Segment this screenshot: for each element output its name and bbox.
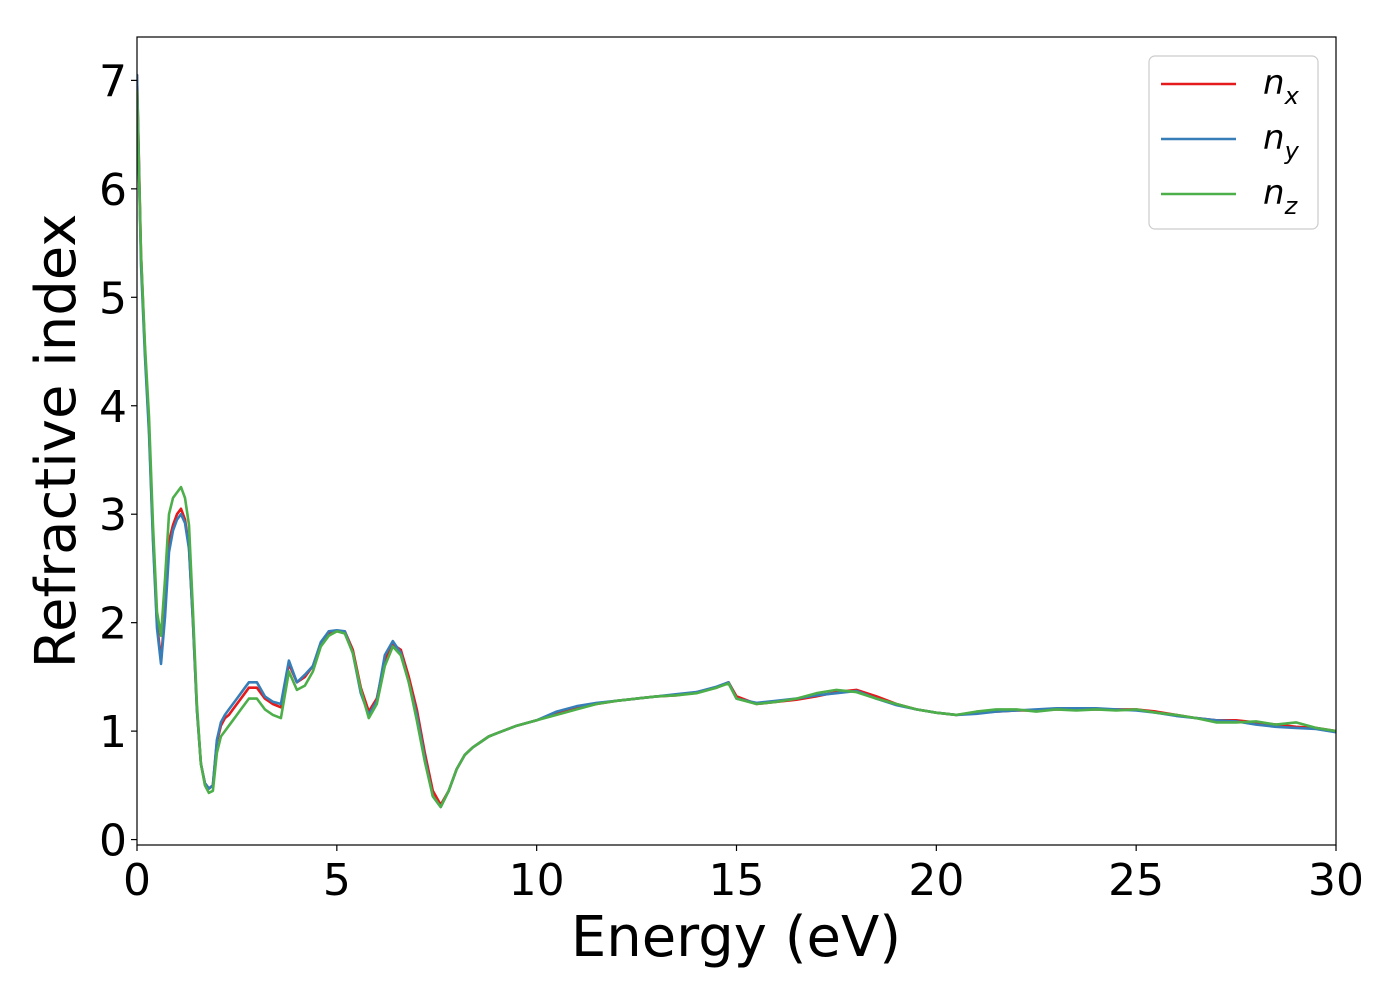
x-tick-label: 0	[123, 855, 151, 906]
series-line-n-z	[137, 89, 1336, 809]
x-tick-label: 25	[1108, 855, 1164, 906]
y-tick-label: 0	[99, 816, 127, 867]
legend: nx ny nz	[1148, 55, 1319, 230]
x-tick-label: 15	[709, 855, 765, 906]
legend-label-nx: nx	[1263, 63, 1300, 110]
axis-ticks: 0 5 10 15 20 25 30 0 1 2 3 4 5 6 7	[99, 56, 1364, 906]
x-axis-label: Energy (eV)	[571, 905, 901, 970]
x-tick-label: 10	[509, 855, 565, 906]
x-tick-label: 20	[908, 855, 964, 906]
y-tick-label: 4	[99, 382, 127, 433]
legend-label-nz: nz	[1263, 173, 1299, 220]
x-tick-label: 30	[1308, 855, 1364, 906]
y-tick-label: 1	[99, 707, 127, 758]
y-tick-label: 5	[99, 273, 127, 324]
y-tick-label: 3	[99, 490, 127, 541]
legend-box	[1148, 55, 1319, 230]
plot-frame	[136, 36, 1337, 846]
y-tick-label: 6	[99, 165, 127, 216]
y-axis-label: Refractive index	[24, 214, 89, 669]
y-tick-label: 2	[99, 599, 127, 650]
y-tick-label: 7	[99, 56, 127, 107]
x-tick-label: 5	[323, 855, 351, 906]
legend-label-ny: ny	[1263, 118, 1300, 165]
plot-area	[137, 73, 1336, 809]
